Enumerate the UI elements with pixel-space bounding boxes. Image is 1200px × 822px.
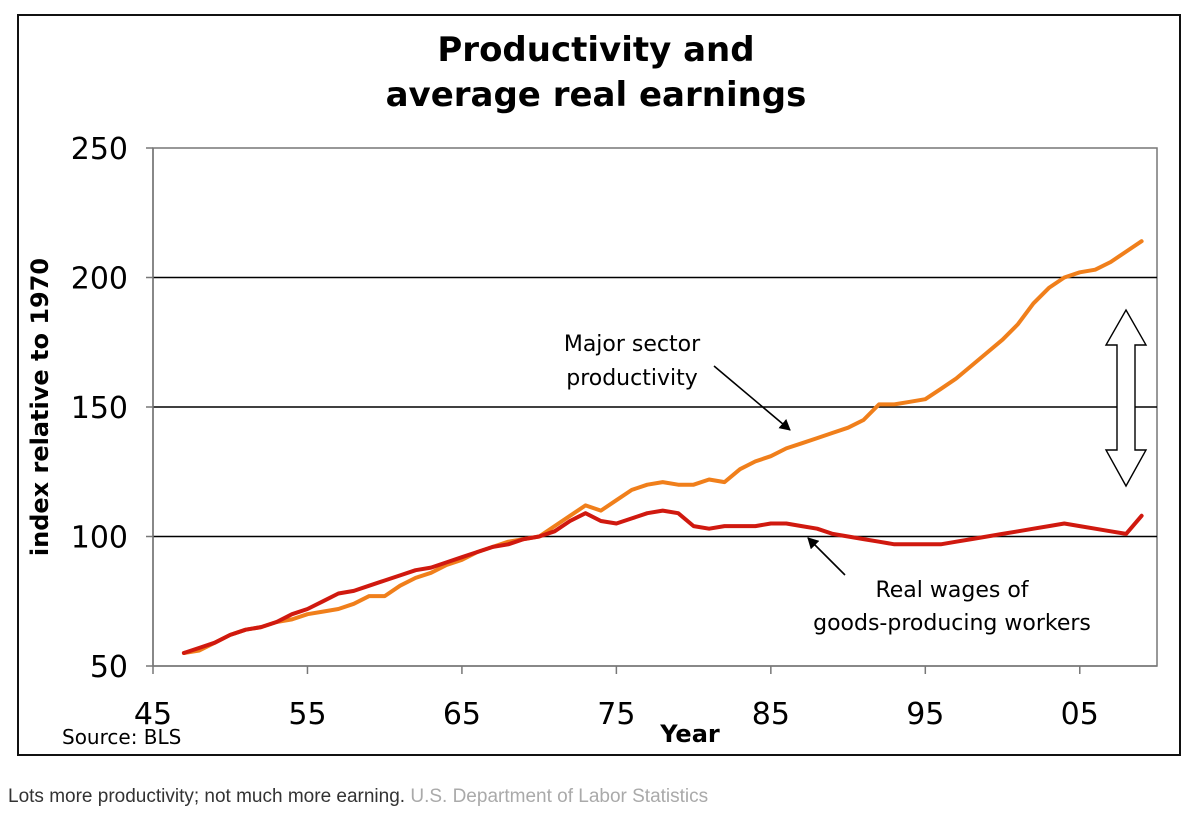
x-tick-label: 45 <box>134 697 172 732</box>
x-axis-label: Year <box>659 720 720 748</box>
productivity-series-line <box>181 239 1144 655</box>
chart-title-line-2: average real earnings <box>386 75 807 115</box>
chart-title-line-1: Productivity and <box>437 30 754 70</box>
x-axis: 45 55 65 75 85 95 05 <box>134 665 1157 732</box>
annotation-productivity-arrow <box>713 365 791 431</box>
annotation-wages-line-1: Real wages of <box>875 578 1029 603</box>
x-tick-label: 05 <box>1061 697 1099 732</box>
annotation-productivity-line-1: Major sector <box>564 332 701 357</box>
y-tick-label: 100 <box>71 521 128 556</box>
y-tick-label: 250 <box>71 132 128 167</box>
gap-double-arrow-icon <box>1104 308 1148 488</box>
x-tick-label: 65 <box>443 697 481 732</box>
source-note: Source: BLS <box>62 725 181 749</box>
grid-lines <box>153 276 1157 538</box>
x-tick-label: 75 <box>597 697 635 732</box>
annotation-wages-arrow <box>807 537 846 576</box>
figure-caption: Lots more productivity; not much more ea… <box>8 786 708 808</box>
productivity-earnings-chart: Productivity and average real earnings 4… <box>26 30 1158 749</box>
y-tick-label: 200 <box>71 262 128 297</box>
series-lines <box>181 239 1144 655</box>
annotation-wages-line-2: goods-producing workers <box>813 611 1091 636</box>
annotation-productivity-line-2: productivity <box>566 366 698 391</box>
chart-frame <box>17 14 1181 756</box>
real-wages-series-line <box>181 508 1144 655</box>
y-axis: 50 100 150 200 250 <box>71 132 154 685</box>
x-tick-label: 85 <box>752 697 790 732</box>
x-tick-label: 95 <box>906 697 944 732</box>
y-axis-label: index relative to 1970 <box>26 258 54 556</box>
y-tick-label: 50 <box>90 650 128 685</box>
x-tick-label: 55 <box>288 697 326 732</box>
caption-text: Lots more productivity; not much more ea… <box>8 786 406 807</box>
y-tick-label: 150 <box>71 391 128 426</box>
caption-credit-link[interactable]: U.S. Department of Labor Statistics <box>410 786 709 807</box>
